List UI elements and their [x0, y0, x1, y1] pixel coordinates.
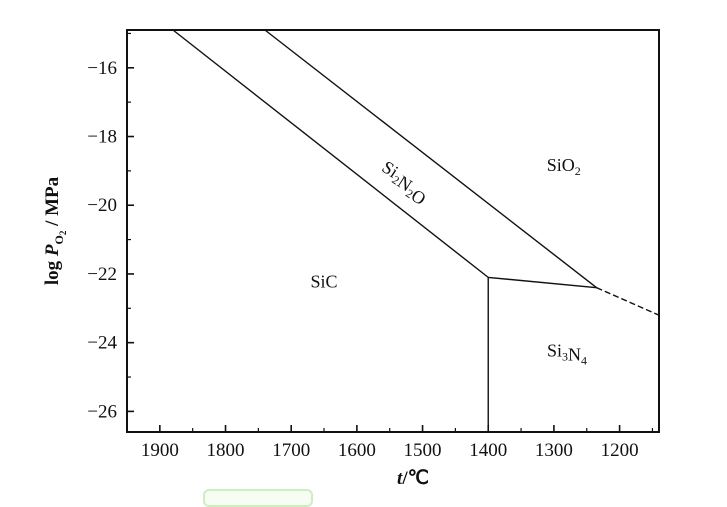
x-axis-title: t/℃ — [397, 468, 429, 489]
caption-highlight — [203, 489, 313, 507]
x-tick-label: 1800 — [207, 440, 245, 461]
region-label-si3n4: Si3N4 — [547, 340, 587, 367]
x-tick-label: 1700 — [272, 440, 310, 461]
x-tick-label: 1300 — [535, 440, 573, 461]
x-tick-label: 1400 — [469, 440, 507, 461]
x-tick-label: 1900 — [141, 440, 179, 461]
y-axis-title: log PO2 / MPa — [42, 176, 68, 285]
boundary-si2n2o-sio2 — [264, 29, 598, 289]
y-tick-label: −18 — [87, 127, 117, 148]
region-label-sic: SiC — [311, 272, 338, 292]
boundary-sic-si2n2o — [172, 29, 489, 278]
y-tick-label: −20 — [87, 195, 117, 216]
y-tick-label: −24 — [87, 333, 117, 354]
region-label-sio2: SiO2 — [547, 155, 581, 178]
y-tick-label: −22 — [87, 264, 117, 285]
x-tick-label: 1500 — [404, 440, 442, 461]
boundary-si3n4-upper — [488, 276, 597, 289]
x-tick-label: 1600 — [338, 440, 376, 461]
y-tick-label: −26 — [87, 401, 117, 422]
plot-frame — [126, 29, 660, 433]
region-label-si2n2o: Si2N2O — [374, 157, 434, 209]
y-tick-label: −16 — [87, 58, 117, 79]
boundary-sio2-si3n4-extension — [596, 287, 660, 316]
x-tick-label: 1200 — [601, 440, 639, 461]
